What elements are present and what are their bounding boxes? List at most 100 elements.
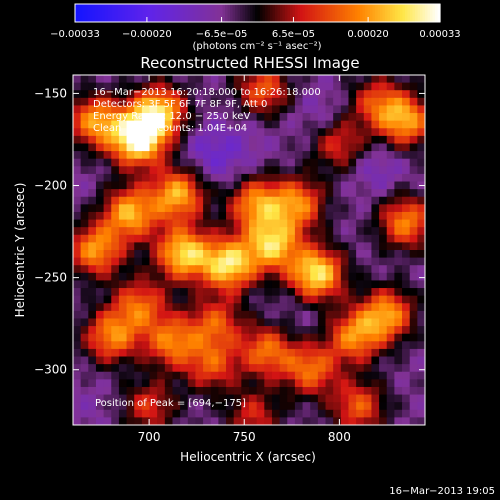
heatmap-cell — [409, 386, 418, 396]
heatmap-cell — [172, 250, 181, 259]
heatmap-cell — [157, 120, 166, 129]
heatmap-cell — [333, 82, 342, 91]
heatmap-cell — [226, 417, 235, 426]
heatmap-cell — [203, 181, 212, 190]
heatmap-cell — [310, 250, 319, 259]
heatmap-cell — [195, 135, 204, 144]
heatmap-cell — [249, 348, 258, 358]
heatmap-cell — [371, 341, 380, 350]
heatmap-cell — [134, 113, 143, 122]
heatmap-cell — [264, 318, 273, 327]
heatmap-cell — [111, 189, 120, 198]
heatmap-cell — [195, 364, 204, 373]
heatmap-cell — [88, 310, 97, 319]
heatmap-cell — [134, 219, 143, 228]
heatmap-cell — [287, 97, 296, 106]
heatmap-cell — [371, 288, 380, 297]
heatmap-cell — [294, 166, 304, 175]
heatmap-cell — [356, 379, 365, 388]
heatmap-cell — [279, 151, 288, 160]
colorbar-swatch — [242, 4, 246, 22]
heatmap-cell — [340, 250, 349, 259]
heatmap-cell — [88, 82, 97, 91]
heatmap-cell — [371, 417, 380, 426]
heatmap-cell — [317, 371, 327, 380]
heatmap-cell — [356, 128, 365, 137]
heatmap-cell — [371, 113, 380, 122]
heatmap — [73, 75, 426, 426]
heatmap-cell — [294, 151, 304, 160]
heatmap-cell — [172, 417, 181, 426]
heatmap-cell — [371, 280, 380, 289]
heatmap-cell — [302, 204, 311, 213]
heatmap-cell — [417, 265, 426, 274]
heatmap-cell — [279, 173, 288, 183]
heatmap-cell — [333, 227, 342, 236]
heatmap-cell — [111, 265, 120, 274]
heatmap-cell — [80, 356, 89, 365]
heatmap-cell — [118, 234, 128, 243]
heatmap-cell — [164, 143, 173, 152]
heatmap-cell — [310, 181, 319, 190]
heatmap-cell — [210, 333, 219, 342]
heatmap-cell — [103, 409, 112, 418]
heatmap-cell — [195, 173, 204, 183]
heatmap-cell — [126, 166, 135, 175]
heatmap-cell — [294, 120, 304, 129]
heatmap-cell — [134, 75, 143, 84]
heatmap-cell — [379, 151, 388, 160]
heatmap-cell — [203, 234, 212, 243]
heatmap-cell — [226, 75, 235, 84]
heatmap-cell — [141, 189, 151, 198]
heatmap-cell — [294, 295, 304, 304]
heatmap-cell — [73, 417, 82, 426]
heatmap-cell — [310, 310, 319, 319]
heatmap-cell — [95, 394, 105, 403]
heatmap-cell — [302, 310, 311, 319]
heatmap-cell — [256, 341, 265, 350]
heatmap-cell — [379, 158, 388, 167]
heatmap-cell — [157, 75, 166, 84]
heatmap-cell — [241, 242, 250, 251]
heatmap-cell — [249, 189, 258, 198]
heatmap-cell — [73, 265, 82, 274]
heatmap-cell — [317, 166, 327, 175]
heatmap-cell — [325, 219, 334, 228]
heatmap-cell — [164, 173, 173, 183]
heatmap-cell — [157, 280, 166, 289]
heatmap-cell — [394, 341, 403, 350]
heatmap-cell — [203, 318, 212, 327]
heatmap-cell — [164, 303, 173, 312]
heatmap-cell — [294, 211, 304, 221]
heatmap-cell — [249, 280, 258, 289]
colorbar-swatch — [227, 4, 231, 22]
heatmap-cell — [325, 371, 334, 380]
colorbar-swatch — [185, 4, 189, 22]
heatmap-cell — [325, 90, 334, 99]
y-tick-label: −300 — [34, 363, 67, 377]
heatmap-cell — [340, 113, 349, 122]
heatmap-cell — [141, 303, 151, 312]
heatmap-cell — [409, 242, 418, 251]
heatmap-cell — [111, 379, 120, 388]
heatmap-cell — [294, 280, 304, 289]
heatmap-cell — [241, 189, 250, 198]
heatmap-cell — [103, 280, 112, 289]
heatmap-cell — [111, 219, 120, 228]
heatmap-cell — [88, 341, 97, 350]
heatmap-cell — [356, 364, 365, 373]
heatmap-cell — [180, 113, 189, 122]
heatmap-cell — [241, 333, 250, 342]
heatmap-cell — [386, 288, 395, 297]
colorbar-swatch — [237, 4, 241, 22]
heatmap-cell — [417, 379, 426, 388]
colorbar-swatch — [410, 4, 414, 22]
heatmap-cell — [118, 97, 128, 106]
heatmap-cell — [363, 318, 372, 327]
heatmap-cell — [149, 120, 158, 129]
heatmap-cell — [203, 128, 212, 137]
heatmap-cell — [325, 341, 334, 350]
heatmap-cell — [233, 82, 242, 91]
heatmap-cell — [141, 97, 151, 106]
heatmap-cell — [164, 151, 173, 160]
